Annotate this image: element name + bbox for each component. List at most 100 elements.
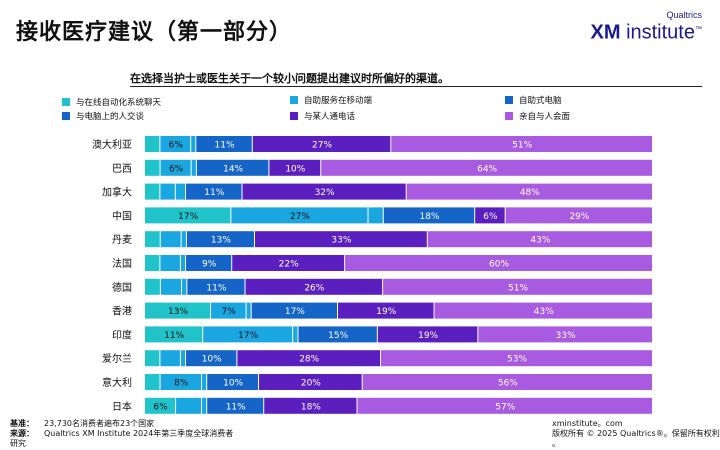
bar-segment: [434, 302, 652, 319]
data-label: 33%: [556, 331, 576, 341]
bar-segment: [377, 326, 478, 343]
bar-segment: [186, 231, 254, 248]
footer-notes: 基准： 23,730名消费者遍布23个国家 来源： Qualtrics XM Ins…: [10, 419, 233, 449]
bar-segment: [298, 326, 377, 343]
bar-segment: [391, 136, 652, 152]
bar-segment: [505, 207, 652, 224]
legend-swatch: [290, 112, 298, 120]
data-label: 6%: [483, 212, 498, 222]
category-label: 加拿大: [102, 186, 132, 199]
bar-segment: [181, 231, 186, 248]
chart-subtitle: 在选择当护士或医生关于一个较小问题提出建议时所偏好的渠道。: [130, 72, 449, 85]
data-label: 11%: [206, 283, 226, 293]
data-label: 7%: [222, 307, 237, 317]
bar-segment: [186, 350, 237, 367]
category-label: 中国: [112, 209, 132, 222]
category-label: 爱尔兰: [102, 352, 132, 365]
subtitle-divider: [130, 86, 702, 87]
bar-segment: [160, 350, 180, 367]
data-label: 43%: [534, 307, 554, 317]
category-label: 意大利: [102, 376, 132, 389]
bar-segment: [207, 397, 264, 414]
bar-segment: [196, 136, 252, 152]
legend-item-self-service-computer: 自助式电脑: [505, 94, 562, 106]
legend-item-chat-online: 与在线自动化系统聊天: [62, 96, 161, 108]
data-label: 10%: [202, 355, 222, 365]
bar-segment: [427, 231, 652, 248]
data-label: 10%: [223, 379, 243, 389]
bar-segment: [362, 374, 652, 390]
footer-base: 基准： 23,730名消费者遍布23个国家: [10, 419, 233, 429]
bar-segment: [180, 350, 186, 367]
bar-segment: [160, 231, 181, 248]
legend-label: 与在线自动化系统聊天: [76, 98, 162, 108]
bar-segment: [145, 159, 160, 176]
bar-segment: [191, 136, 196, 152]
data-label: 27%: [312, 141, 332, 151]
bar-segment: [196, 159, 269, 176]
bar-segment: [293, 326, 298, 343]
bar-segment: [357, 397, 652, 414]
bar-segment: [186, 255, 232, 271]
footer-source-2: 研究: [10, 439, 26, 448]
legend-swatch: [505, 96, 513, 104]
data-label: 11%: [226, 402, 246, 412]
data-label: 14%: [223, 164, 243, 174]
xm-institute-logo: Qualtrics XM institute™: [591, 10, 703, 43]
bar-segment: [202, 374, 207, 390]
bar-segment: [145, 183, 160, 200]
category-label: 澳大利亚: [92, 138, 132, 151]
bar-segment: [145, 136, 160, 152]
data-label: 26%: [304, 283, 324, 293]
data-label: 53%: [507, 355, 527, 365]
bar-segment: [383, 207, 475, 224]
data-label: 13%: [168, 307, 188, 317]
data-label: 11%: [204, 188, 224, 198]
bar-segment: [345, 255, 652, 271]
data-label: 19%: [418, 331, 438, 341]
bar-segment: [145, 374, 160, 390]
legend-item-in-person: 亲自与人会面: [505, 110, 570, 122]
category-label: 香港: [112, 306, 132, 318]
data-label: 13%: [211, 236, 231, 246]
footer-source: 来源： Qualtrics XM Institute 2024年第三季度全球消费者: [10, 429, 233, 439]
data-label: 11%: [164, 331, 184, 341]
bar-segment: [145, 397, 176, 414]
data-label: 11%: [215, 141, 235, 151]
bar-segment: [254, 231, 427, 248]
data-label: 56%: [498, 379, 518, 389]
legend-swatch: [62, 112, 70, 120]
category-label: 丹麦: [112, 234, 132, 246]
legend-item-phone-call: 与某人通电话: [290, 110, 355, 122]
legend-item-mobile-self-service: 自助服务在移动端: [290, 94, 372, 106]
data-label: 10%: [285, 164, 305, 174]
legend-label: 自助服务在移动端: [304, 96, 373, 106]
bar-segment: [186, 183, 242, 200]
bar-segment: [160, 159, 191, 176]
category-label: 法国: [112, 257, 132, 270]
data-label: 48%: [520, 188, 540, 198]
bar-segment: [202, 397, 207, 414]
site-link[interactable]: xminstitute。com: [552, 419, 623, 428]
bar-segment: [475, 207, 505, 224]
data-label: 6%: [169, 141, 184, 151]
source-label: 来源：: [10, 429, 34, 438]
bar-segment: [269, 159, 321, 176]
bar-segment: [251, 302, 338, 319]
bar-segment: [232, 255, 345, 271]
data-label: 15%: [328, 331, 348, 341]
bar-segment: [160, 374, 202, 390]
data-label: 20%: [301, 379, 321, 389]
bar-segment: [160, 183, 175, 200]
bar-segment: [245, 278, 383, 295]
bar-segment: [145, 278, 160, 295]
data-label: 33%: [331, 236, 351, 246]
footer-copyright: xminstitute。com 版权所有 © 2025 Qualtrics®。保…: [552, 419, 720, 449]
legend-item-person-on-computer: 与电脑上的人交谈: [62, 110, 144, 122]
bar-segment: [160, 136, 191, 152]
bar-segment: [242, 183, 406, 200]
bar-segment: [145, 350, 160, 367]
legend-swatch: [505, 112, 513, 120]
data-label: 28%: [299, 355, 319, 365]
data-label: 17%: [238, 331, 258, 341]
